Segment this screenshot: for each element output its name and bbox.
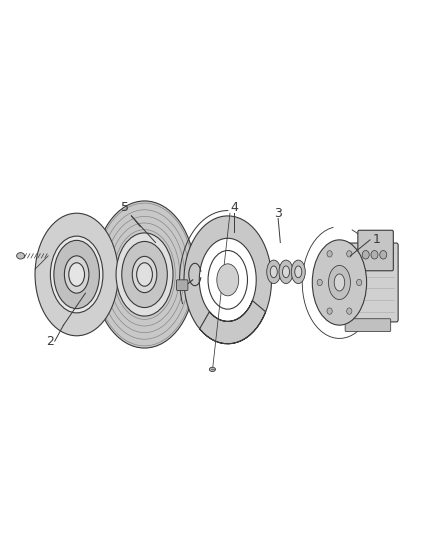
Text: 5: 5 [121, 201, 129, 214]
Circle shape [362, 251, 369, 259]
Ellipse shape [69, 263, 85, 286]
Ellipse shape [94, 201, 195, 348]
FancyBboxPatch shape [345, 319, 391, 332]
Ellipse shape [270, 266, 277, 278]
Circle shape [380, 251, 387, 259]
Ellipse shape [217, 264, 239, 296]
Circle shape [347, 251, 352, 257]
Ellipse shape [132, 256, 157, 293]
Ellipse shape [279, 260, 293, 284]
Polygon shape [184, 216, 272, 344]
Circle shape [327, 308, 332, 314]
Ellipse shape [116, 233, 173, 316]
Circle shape [317, 279, 322, 286]
Text: 1: 1 [373, 233, 381, 246]
Ellipse shape [328, 265, 350, 300]
Ellipse shape [50, 236, 103, 313]
Ellipse shape [137, 263, 152, 286]
Ellipse shape [35, 213, 118, 336]
Ellipse shape [267, 260, 281, 284]
Circle shape [357, 279, 362, 286]
Text: 2: 2 [46, 335, 54, 348]
Circle shape [371, 251, 378, 259]
FancyBboxPatch shape [336, 243, 398, 322]
Ellipse shape [291, 260, 305, 284]
Text: 4: 4 [230, 201, 238, 214]
FancyBboxPatch shape [177, 280, 188, 290]
Ellipse shape [312, 240, 367, 325]
Ellipse shape [334, 274, 345, 291]
Ellipse shape [54, 240, 99, 309]
Ellipse shape [208, 251, 247, 309]
Ellipse shape [295, 266, 302, 278]
FancyBboxPatch shape [358, 230, 393, 271]
Ellipse shape [122, 241, 167, 308]
Ellipse shape [64, 256, 89, 293]
Ellipse shape [17, 253, 25, 259]
Circle shape [327, 251, 332, 257]
Circle shape [347, 308, 352, 314]
Ellipse shape [209, 367, 215, 372]
Ellipse shape [283, 266, 290, 278]
Text: 3: 3 [274, 207, 282, 220]
